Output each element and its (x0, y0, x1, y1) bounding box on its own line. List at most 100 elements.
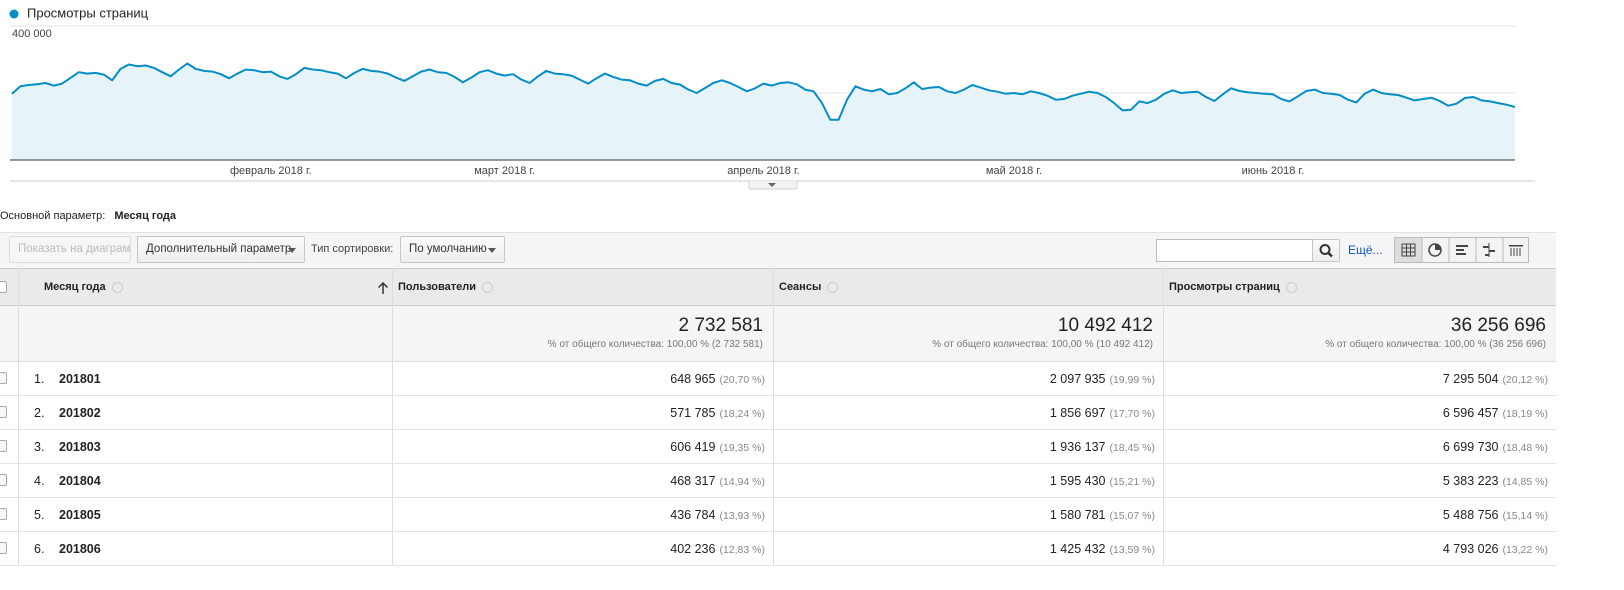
metric-value: 1 580 781 (1049, 508, 1106, 522)
row-month[interactable]: 201806 (59, 542, 101, 556)
column-header[interactable]: Пользователи (392, 268, 494, 306)
column-title: Пользователи (398, 281, 477, 293)
total-value: 36 256 696 (1450, 315, 1546, 336)
header-checkbox[interactable] (0, 281, 7, 293)
metric-value: 7 295 504 (1442, 372, 1499, 386)
row-index: 4. (34, 474, 45, 488)
column-separator (392, 268, 393, 566)
x-tick-label: май 2018 г. (986, 165, 1042, 177)
metric-value: 606 419 (670, 440, 716, 454)
metric-cell: 6 596 457 (18,19 %) (1443, 396, 1556, 431)
view-icons (1395, 238, 1523, 262)
total-value: 10 492 412 (1057, 315, 1153, 336)
metric-share: (14,85 %) (1502, 476, 1548, 488)
metric-cell: 648 965 (20,70 %) (670, 362, 773, 397)
primary-label: Основной параметр: (0, 210, 106, 222)
row-month[interactable]: 201803 (59, 440, 101, 454)
column-title: Месяц года (44, 281, 106, 293)
column-separator (773, 268, 774, 566)
metric-share: (13,22 %) (1502, 544, 1548, 556)
metric-cell: 436 784 (13,93 %) (670, 498, 773, 533)
row-checkbox[interactable] (0, 474, 7, 486)
primary-value[interactable]: Месяц года (114, 210, 176, 222)
metric-share: (18,24 %) (719, 408, 765, 420)
view-bar[interactable] (1456, 245, 1468, 247)
metric-value: 5 488 756 (1442, 508, 1499, 522)
view-pivot[interactable] (1509, 245, 1523, 247)
column-header[interactable]: Сеансы (773, 268, 839, 306)
totals-row (0, 306, 1556, 362)
total-note: % от общего количества: 100,00 % (10 492… (932, 339, 1153, 350)
row-month[interactable]: 201804 (59, 474, 101, 488)
column-separator (18, 268, 19, 566)
metric-cell: 571 785 (18,24 %) (670, 396, 773, 431)
search-input[interactable] (1156, 239, 1313, 262)
chart: Просмотры страниц 200 000400 000февраль … (9, 5, 1535, 190)
x-tick-label: февраль 2018 г. (230, 165, 312, 177)
show-on-chart-button[interactable]: Показать на диаграмме (9, 236, 131, 263)
metric-value: 468 317 (670, 474, 716, 488)
table-row (0, 464, 1556, 498)
table-row (0, 532, 1556, 566)
sort-value: По умолчанию (409, 243, 487, 255)
x-tick-label: март 2018 г. (474, 165, 535, 177)
help-icon (1285, 281, 1297, 293)
metric-share: (14,94 %) (719, 476, 765, 488)
row-index: 3. (34, 440, 45, 454)
row-index: 1. (34, 372, 45, 386)
row-index: 6. (34, 542, 45, 556)
row-month[interactable]: 201801 (59, 372, 101, 386)
metric-share: (18,45 %) (1109, 442, 1155, 454)
line (11, 62, 1516, 121)
search-button[interactable] (1312, 239, 1340, 262)
metric-share: (20,12 %) (1502, 374, 1548, 386)
metric-value: 648 965 (670, 372, 716, 386)
row-month[interactable]: 201802 (59, 406, 101, 420)
table-row (0, 430, 1556, 464)
legend-dot (9, 9, 19, 19)
metric-share: (13,93 %) (719, 510, 765, 522)
row-month[interactable]: 201805 (59, 508, 101, 522)
column-header[interactable]: Месяц года (38, 268, 123, 306)
metric-share: (17,70 %) (1109, 408, 1155, 420)
column-header[interactable]: Просмотры страниц (1163, 268, 1297, 306)
data-table: Месяц года Пользователи Сеансы Просмотры ст… (0, 268, 1556, 568)
metric-cell: 1 856 697 (17,70 %) (1050, 396, 1163, 431)
y-tick-label: 400 000 (12, 28, 52, 40)
metric-value: 6 596 457 (1442, 406, 1499, 420)
metric-cell: 468 317 (14,94 %) (670, 464, 773, 499)
row-checkbox[interactable] (0, 508, 7, 520)
row-checkbox[interactable] (0, 372, 7, 384)
more-link[interactable]: Ещё... (1348, 243, 1383, 257)
metric-cell: 5 383 223 (14,85 %) (1443, 464, 1556, 499)
metric-value: 436 784 (670, 508, 716, 522)
total-note: % от общего количества: 100,00 % (36 256… (1325, 339, 1546, 350)
metric-share: (15,07 %) (1109, 510, 1155, 522)
metric-share: (18,19 %) (1502, 408, 1548, 420)
x-tick-label: июнь 2018 г. (1242, 165, 1305, 177)
view-table[interactable] (1395, 238, 1422, 262)
metric-value: 2 097 935 (1049, 372, 1106, 386)
sort-select[interactable]: По умолчанию (400, 236, 505, 263)
column-title: Сеансы (779, 281, 822, 293)
sort-arrow[interactable] (377, 281, 389, 295)
row-checkbox[interactable] (0, 542, 7, 554)
help-icon (111, 281, 123, 293)
metric-cell: 4 793 026 (13,22 %) (1443, 532, 1556, 567)
metric-cell: 402 236 (12,83 %) (670, 532, 773, 567)
secondary-dimension-select[interactable]: Дополнительный параметр (137, 236, 305, 263)
row-checkbox[interactable] (0, 406, 7, 418)
metric-value: 1 595 430 (1049, 474, 1106, 488)
metric-cell: 7 295 504 (20,12 %) (1443, 362, 1556, 397)
metric-share: (19,35 %) (719, 442, 765, 454)
help-icon (827, 281, 839, 293)
row-checkbox[interactable] (0, 440, 7, 452)
metric-share: (20,70 %) (719, 374, 765, 386)
metric-share: (18,48 %) (1502, 442, 1548, 454)
table-row (0, 498, 1556, 532)
metric-value: 1 856 697 (1049, 406, 1106, 420)
total-note: % от общего количества: 100,00 % (2 732 … (547, 339, 763, 350)
table-row (0, 362, 1556, 396)
secondary-label: Дополнительный параметр (146, 243, 292, 255)
metric-cell: 6 699 730 (18,48 %) (1443, 430, 1556, 465)
